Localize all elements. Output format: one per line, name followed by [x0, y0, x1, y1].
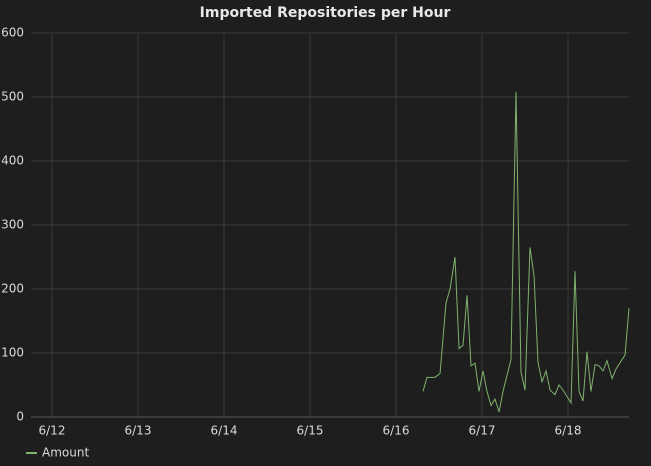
y-tick-label: 200: [1, 282, 24, 296]
y-tick-label: 300: [1, 218, 24, 232]
y-tick-label: 0: [16, 410, 24, 424]
x-tick-label: 6/17: [469, 424, 496, 438]
y-tick-label: 500: [1, 90, 24, 104]
x-tick-label: 6/14: [211, 424, 238, 438]
x-tick-label: 6/12: [39, 424, 66, 438]
y-tick-label: 100: [1, 346, 24, 360]
legend-label: Amount: [42, 446, 89, 460]
data-line: [422, 91, 630, 413]
y-tick-label: 600: [1, 26, 24, 40]
chart-title: Imported Repositories per Hour: [200, 5, 451, 21]
x-tick-label: 6/16: [383, 424, 410, 438]
x-tick-label: 6/13: [125, 424, 152, 438]
y-tick-label: 400: [1, 154, 24, 168]
x-tick-label: 6/15: [297, 424, 324, 438]
x-tick-label: 6/18: [555, 424, 582, 438]
